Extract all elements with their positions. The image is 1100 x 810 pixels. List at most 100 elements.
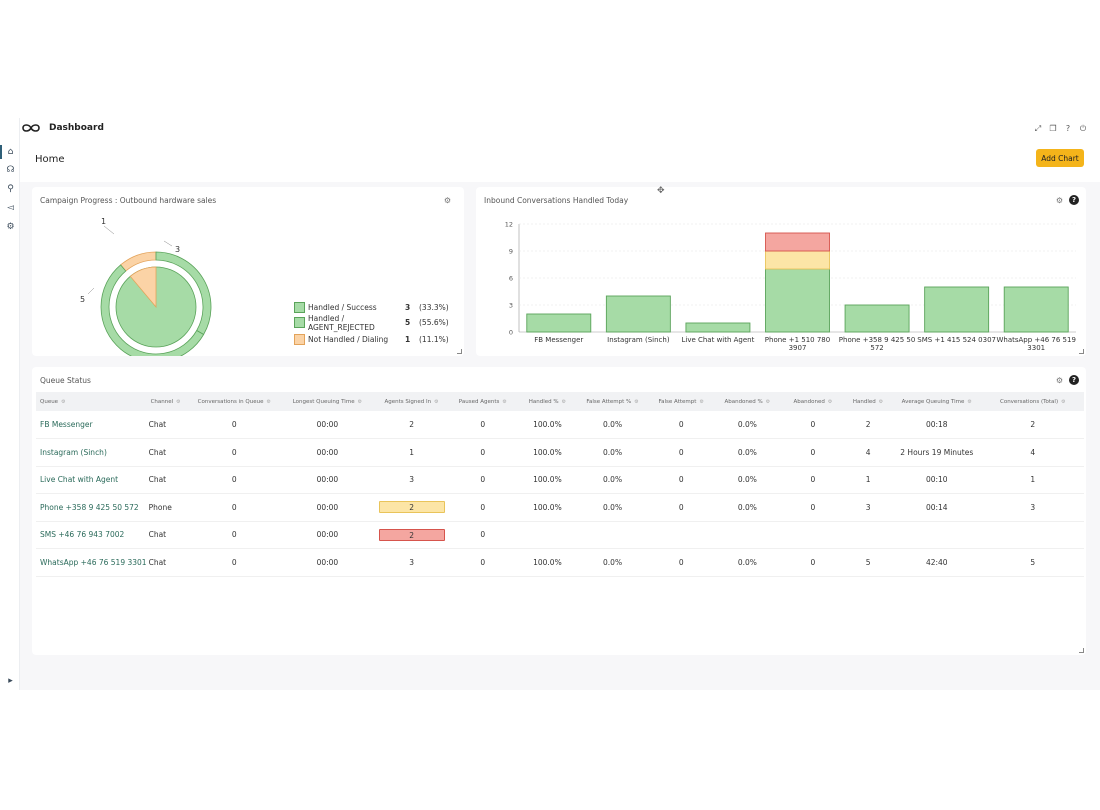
queue-help-icon[interactable]: ?	[1069, 375, 1079, 385]
queue-name-link[interactable]: SMS +46 76 943 7002	[36, 521, 147, 549]
bar-segment[interactable]	[685, 322, 751, 333]
queue-name-link[interactable]: WhatsApp +46 76 519 3301	[36, 548, 147, 577]
total-cell: 1	[981, 466, 1084, 494]
donut-inner-wedge-not-handled[interactable]	[129, 266, 157, 309]
inbound-help-icon[interactable]: ?	[1069, 195, 1079, 205]
col-header-false-pct[interactable]: False Attempt % ⚙	[575, 392, 650, 411]
megaphone-icon[interactable]: ◅	[7, 203, 14, 213]
bar-segment[interactable]	[765, 268, 830, 333]
paused-cell: 0	[446, 521, 520, 549]
col-header-aband-pct[interactable]: Abandoned % ⚙	[713, 392, 782, 411]
expand-icon[interactable]: ⤢	[1034, 124, 1042, 133]
handled-pct-cell: 100.0%	[519, 438, 576, 467]
callout-not-handled: 1	[101, 217, 106, 226]
table-row[interactable]: Phone +358 9 425 50 572 Phone 0 00:00 2 0 100.…	[36, 493, 1084, 522]
queue-name-link[interactable]: Live Chat with Agent	[36, 466, 147, 494]
channel-cell: Chat	[146, 411, 191, 439]
bar-segment[interactable]	[605, 295, 671, 333]
agents-signed-in-cell: 2	[376, 493, 447, 522]
add-chart-button[interactable]: Add Chart	[1036, 149, 1084, 167]
queue-settings-gear-icon[interactable]: ⚙	[1055, 376, 1064, 385]
signed-in-cell: 1	[376, 438, 447, 467]
handled-cell: 1	[844, 466, 892, 494]
home-icon[interactable]: ⌂	[7, 147, 14, 157]
resize-handle[interactable]	[1079, 648, 1084, 653]
inbound-card-title: Inbound Conversations Handled Today	[484, 196, 629, 205]
handled-cell: 2	[844, 411, 892, 439]
in-queue-cell: 0	[190, 493, 279, 522]
queue-name-link[interactable]: Instagram (Sinch)	[36, 438, 147, 467]
aband-pct-cell: 0.0%	[713, 548, 782, 577]
resize-handle[interactable]	[1079, 349, 1084, 354]
table-row[interactable]: Instagram (Sinch) Chat 0 00:00 1 0 100.0% 0.0% 0…	[36, 438, 1084, 467]
inbound-settings-gear-icon[interactable]: ⚙	[1055, 196, 1064, 205]
table-row[interactable]: SMS +46 76 943 7002 Chat 0 00:00 2 0	[36, 521, 1084, 549]
table-row[interactable]: FB Messenger Chat 0 00:00 2 0 100.0% 0.0% 0 0.0% 0…	[36, 411, 1084, 439]
col-header-longest[interactable]: Longest Queuing Time ⚙	[278, 392, 377, 411]
x-tick-label: WhatsApp +46 76 519 3301	[996, 336, 1075, 352]
col-header-paused[interactable]: Paused Agents ⚙	[446, 392, 520, 411]
col-header-queue[interactable]: Queue ⚙	[36, 392, 147, 411]
table-row[interactable]: WhatsApp +46 76 519 3301 Chat 0 00:00 3 0 100.…	[36, 548, 1084, 577]
channel-cell: Chat	[146, 521, 191, 549]
headset-icon[interactable]: ☊	[6, 165, 15, 175]
callout-line-not-handled	[103, 225, 115, 235]
x-tick-label: Instagram (Sinch)	[607, 336, 670, 344]
in-queue-cell: 0	[190, 548, 279, 577]
avg-cell: 42:40	[891, 548, 982, 577]
power-icon[interactable]: ⏻	[1079, 124, 1087, 133]
gear-icon[interactable]: ⚙	[6, 222, 15, 232]
false-cell: 0	[649, 466, 714, 494]
handled-pct-cell: 100.0%	[519, 548, 576, 577]
col-header-false[interactable]: False Attempt ⚙	[649, 392, 714, 411]
col-header-channel[interactable]: Channel ⚙	[146, 392, 191, 411]
agents-status-badge: 2	[378, 501, 445, 514]
donut-outer-slice[interactable]	[100, 264, 205, 356]
longest-cell: 00:00	[278, 438, 377, 467]
bar-segment[interactable]	[765, 232, 830, 252]
legend-swatch-not-handled	[294, 334, 305, 345]
in-queue-cell: 0	[190, 521, 279, 549]
aband-cell: 0	[781, 548, 845, 577]
bar-segment[interactable]	[844, 304, 910, 333]
move-icon[interactable]: ✥	[657, 186, 665, 196]
queue-name-link[interactable]: FB Messenger	[36, 411, 147, 439]
copy-icon[interactable]: ❐	[1049, 124, 1057, 133]
aband-cell: 0	[781, 466, 845, 494]
bar-segment[interactable]	[765, 250, 830, 270]
campaign-card-title: Campaign Progress : Outbound hardware sa…	[40, 196, 217, 205]
aband-pct-cell: 0.0%	[713, 466, 782, 494]
legend-count: 3	[405, 303, 411, 312]
table-row[interactable]: Live Chat with Agent Chat 0 00:00 3 0 100.0% 0.…	[36, 466, 1084, 494]
avg-cell: 00:14	[891, 493, 982, 522]
total-cell: 4	[981, 438, 1084, 467]
bar-segment[interactable]	[526, 313, 592, 333]
y-tick-label: 9	[509, 248, 513, 256]
col-header-total[interactable]: Conversations (Total) ⚙	[981, 392, 1084, 411]
rail-active-indicator	[0, 145, 2, 159]
bar-segment[interactable]	[1003, 286, 1069, 333]
y-tick-label: 0	[509, 329, 513, 337]
col-header-signed-in[interactable]: Agents Signed In ⚙	[376, 392, 447, 411]
legend-count: 1	[405, 335, 411, 344]
col-header-avg-time[interactable]: Average Queuing Time ⚙	[891, 392, 982, 411]
col-header-in-queue[interactable]: Conversations in Queue ⚙	[190, 392, 279, 411]
col-header-handled-pct[interactable]: Handled % ⚙	[519, 392, 576, 411]
legend-count: 5	[405, 318, 411, 327]
callout-line-rejected	[87, 287, 95, 295]
search-settings-icon[interactable]: ⚲	[7, 184, 14, 194]
app-window: ⌂ ☊ ⚲ ◅ ⚙ ▸ Dashboard ⤢ ❐ ? ⏻ Home Add C…	[0, 118, 1100, 690]
queue-name-link[interactable]: Phone +358 9 425 50 572	[36, 493, 147, 522]
avg-cell: 00:18	[891, 411, 982, 439]
play-icon[interactable]: ▸	[8, 676, 13, 686]
paused-cell: 0	[446, 411, 520, 439]
legend-pct: (11.1%)	[419, 335, 449, 344]
queue-card-title: Queue Status	[40, 376, 91, 385]
col-header-handled[interactable]: Handled ⚙	[844, 392, 892, 411]
col-header-aband[interactable]: Abandoned ⚙	[781, 392, 845, 411]
resize-handle[interactable]	[457, 349, 462, 354]
bar-segment[interactable]	[924, 286, 990, 333]
queue-status-card: Queue Status ⚙ ? Queue ⚙ Channel ⚙ Convers…	[32, 367, 1086, 655]
campaign-settings-gear-icon[interactable]: ⚙	[443, 196, 452, 205]
help-circle-icon[interactable]: ?	[1065, 124, 1071, 133]
